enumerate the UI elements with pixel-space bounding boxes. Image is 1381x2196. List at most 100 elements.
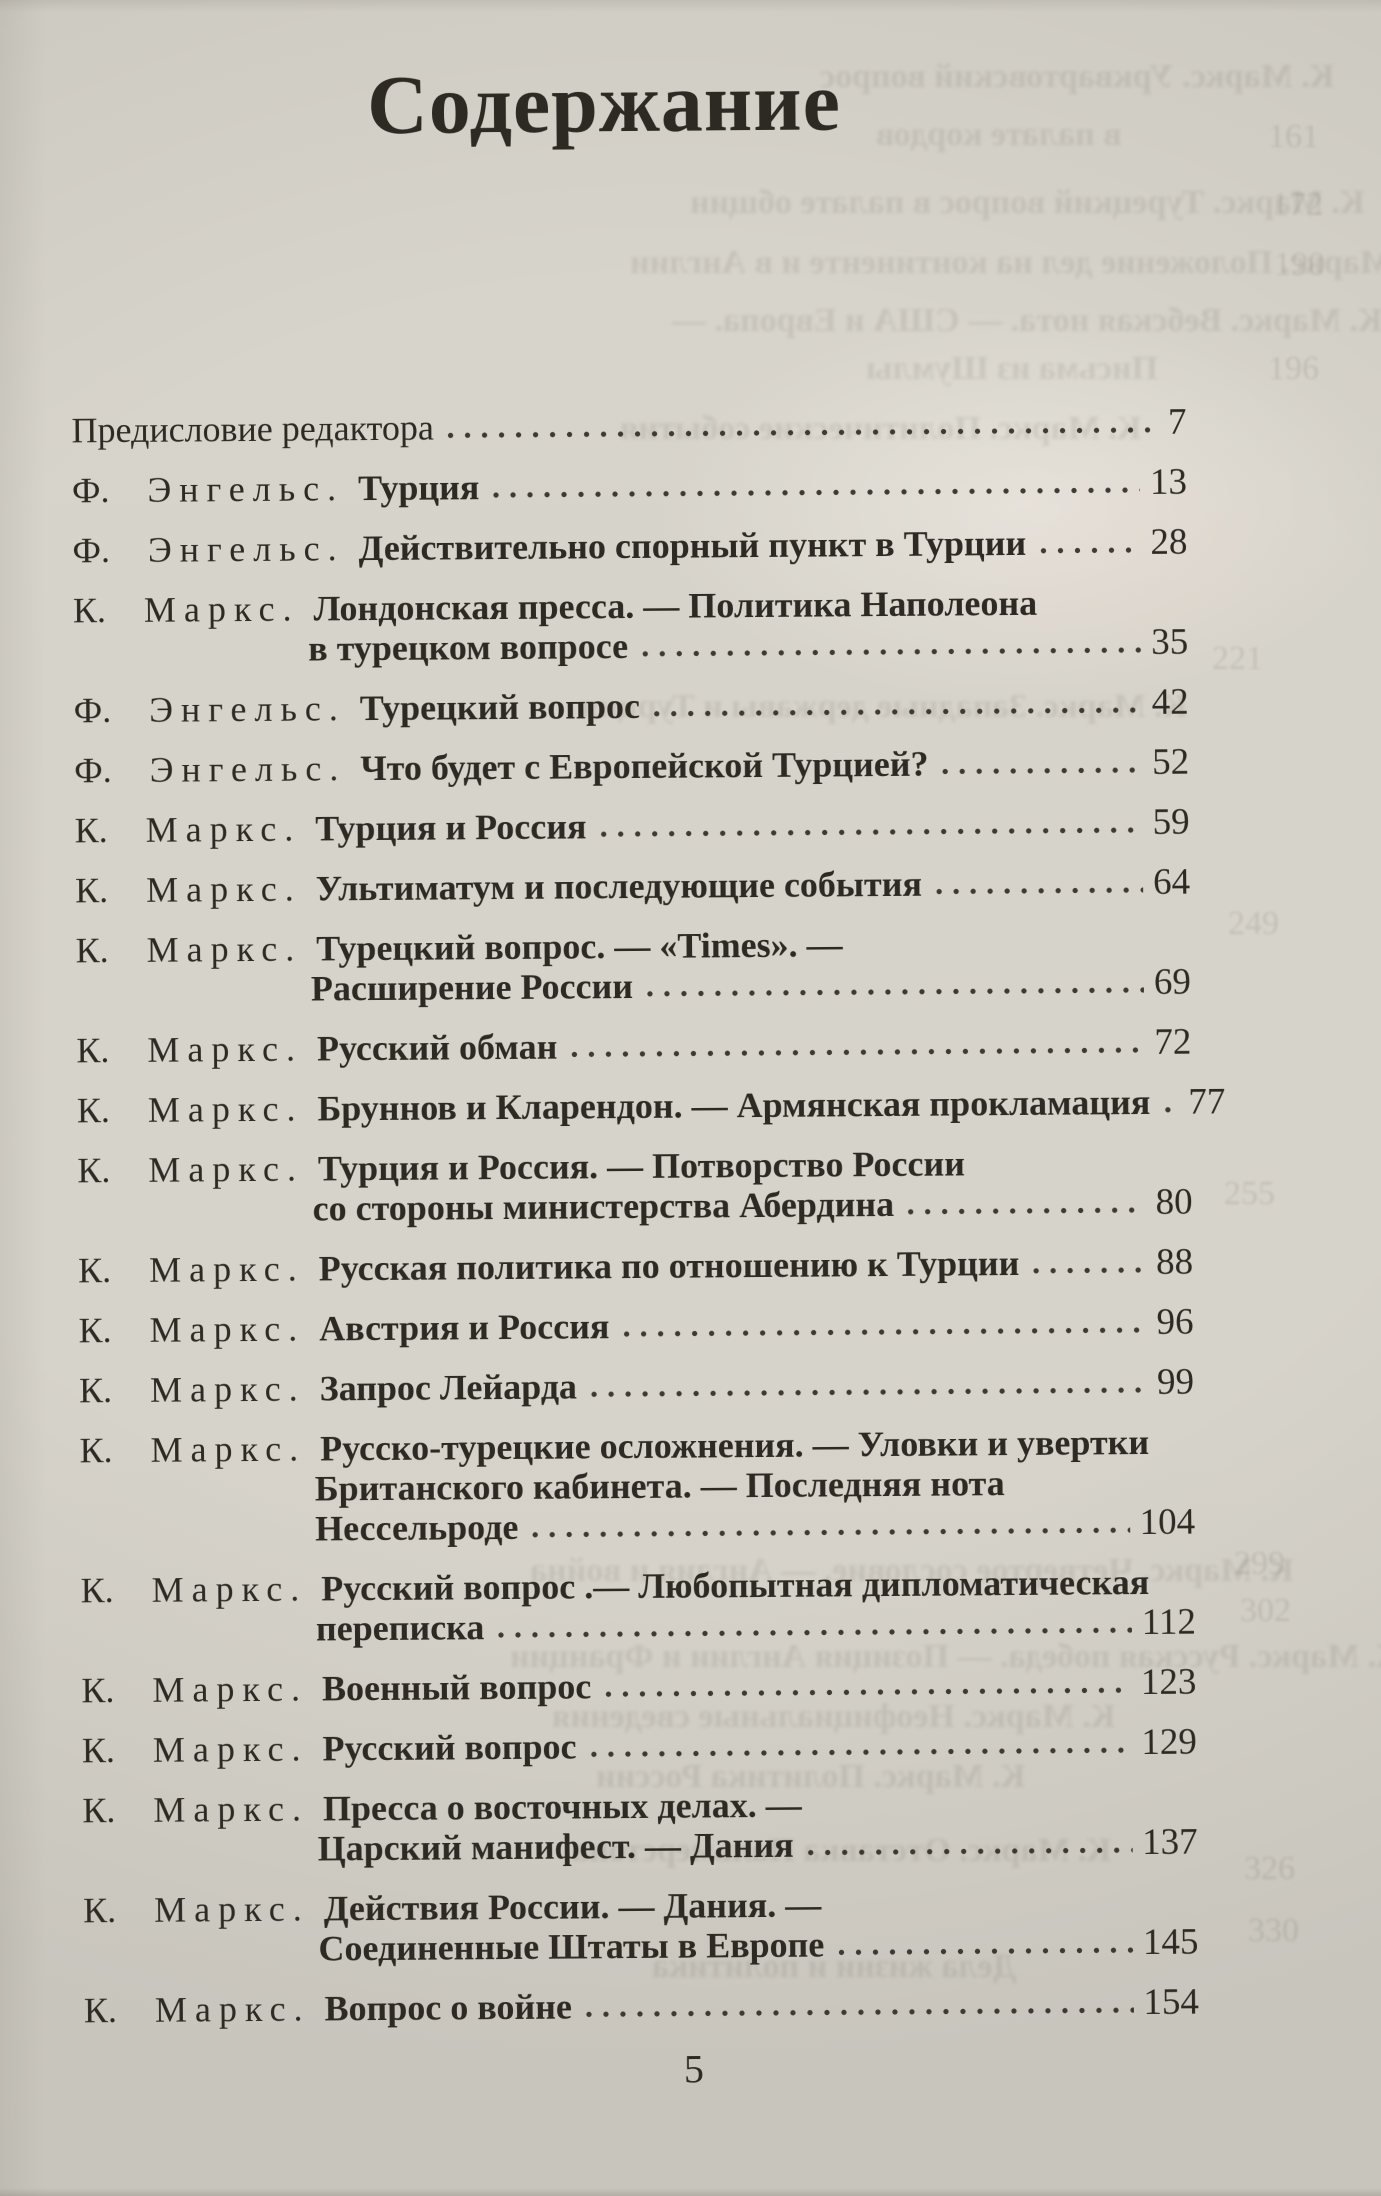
author-initial: К. (77, 1150, 111, 1191)
dot-leader (491, 485, 1141, 501)
toc-line: Предисловие редактора 7 (71, 402, 1186, 451)
author-initial: К. (77, 1250, 112, 1291)
entry-page-number: 112 (1141, 1601, 1197, 1644)
entry-title: Турция и Россия. — Потворство России (317, 1143, 966, 1189)
toc-line: К. Маркс. Русский вопрос 129 (82, 1722, 1197, 1771)
entry-page-number: 123 (1140, 1661, 1197, 1704)
entry-page-number: 104 (1139, 1501, 1196, 1544)
dot-leader (640, 645, 1142, 660)
entry-title: со стороны министерства Абердина (312, 1184, 895, 1229)
toc-line: Ф. Энгельс. Действительно спорный пункт в … (72, 522, 1187, 571)
entry-title: Предисловие редактора (71, 407, 434, 451)
toc-line: Ф. Энгельс. Турция 13 (72, 462, 1187, 511)
toc-line: К. Маркс. Вопрос о войне 154 (84, 1982, 1199, 2031)
entry-title: Русская политика по отношению к Турции (318, 1243, 1020, 1289)
entry-title: Ультиматум и последующие события (315, 864, 923, 909)
entry-page-number: 77 (1188, 1081, 1226, 1124)
author-initial: К. (78, 1370, 113, 1411)
entry-page-number: 28 (1150, 522, 1188, 564)
contents-page: Содержание Предисловие редактора 7 Ф. Энгел… (69, 54, 1226, 2098)
entry-title: Пресса о восточных делах. — (322, 1785, 802, 1829)
entry-title: Действия России. — Дания. — (323, 1884, 822, 1929)
toc-entry: К. Маркс. Русский вопрос .— Любопытная дип… (80, 1562, 1196, 1651)
page-number: 5 (683, 2046, 705, 2093)
author-surname: Маркс. (148, 1148, 305, 1191)
dot-leader (530, 1525, 1130, 1541)
entry-page-number: 72 (1154, 1022, 1192, 1064)
entry-title: Турецкий вопрос. — «Times». — (316, 924, 843, 969)
bleedthrough-number: 221 (1212, 640, 1263, 677)
author-surname: Энгельс. (149, 688, 346, 731)
author-surname: Маркс. (152, 1668, 309, 1711)
author-surname: Маркс. (146, 928, 303, 971)
toc-line: Ф. Энгельс. Что будет с Европейской Турцие… (74, 742, 1189, 791)
toc-entry: Ф. Энгельс. Действительно спорный пункт в … (72, 522, 1187, 571)
author-initial: К. (83, 1990, 118, 2031)
author-surname: Энгельс. (147, 528, 345, 571)
toc-line: К. Маркс. Бруннов и Кларендон. — Армянская… (77, 1082, 1226, 1131)
toc-entry: К. Маркс. Ультиматум и последующие события… (75, 862, 1190, 911)
author-surname: Маркс. (147, 1088, 304, 1131)
entry-page-number: 13 (1149, 462, 1188, 504)
entry-title: Действительно спорный пункт в Турции (358, 523, 1027, 569)
dot-leader (1038, 545, 1141, 557)
author-initial: К. (78, 1310, 112, 1351)
entry-page-number: 59 (1152, 802, 1190, 844)
dot-leader (651, 705, 1142, 720)
author-surname: Маркс. (145, 808, 302, 851)
toc-line: Ф. Энгельс. Турецкий вопрос 42 (74, 682, 1189, 731)
author-initial: К. (82, 1890, 117, 1931)
author-surname: Маркс. (153, 1888, 310, 1931)
author-initial: К. (76, 1030, 110, 1071)
entry-title: в турецком вопросе (308, 626, 629, 669)
entry-title: Австрия и Россия (318, 1306, 610, 1349)
author-surname: Маркс. (151, 1568, 308, 1611)
dot-leader (645, 985, 1144, 1000)
entry-title: Русский вопрос (322, 1726, 577, 1769)
dot-leader (621, 1325, 1147, 1340)
entry-page-number: 99 (1156, 1361, 1195, 1404)
entry-page-number: 129 (1141, 1721, 1198, 1764)
author-surname: Маркс. (152, 1728, 309, 1771)
entry-page-number: 52 (1151, 742, 1190, 784)
toc-entry: Ф. Энгельс. Турецкий вопрос 42 (74, 682, 1189, 731)
toc-line: К. Маркс. Русская политика по отношению к … (78, 1242, 1193, 1291)
author-initial: К. (72, 590, 107, 631)
entry-page-number: 42 (1151, 682, 1189, 724)
author-initial: К. (81, 1730, 116, 1771)
entry-title: Нессельроде (314, 1507, 519, 1549)
author-initial: К. (81, 1670, 115, 1711)
entry-page-number: 154 (1143, 1981, 1200, 2024)
author-surname: Энгельс. (149, 748, 347, 791)
toc-line: К. Маркс. Турция и Россия 59 (75, 802, 1190, 851)
toc-entry: К. Маркс. Русско-турецкие осложнения. — Ул… (79, 1422, 1195, 1551)
toc-line: К. Маркс. Ультиматум и последующие события… (75, 862, 1190, 911)
toc-line: К. Маркс. Запрос Лейарда 99 (79, 1362, 1194, 1411)
entry-page-number: 96 (1156, 1301, 1194, 1344)
author-initial: Ф. (74, 750, 112, 791)
bleedthrough-number: 326 (1244, 1850, 1295, 1887)
toc-line: К. Маркс. Русский обман 72 (76, 1022, 1191, 1071)
entry-title: Русский вопрос .— Любопытная дипломатиче… (321, 1562, 1150, 1609)
author-initial: Ф. (73, 690, 112, 731)
entry-title: Русско-турецкие осложнения. — Уловки и у… (319, 1422, 1150, 1469)
dot-leader (1162, 1105, 1179, 1116)
bleedthrough-number: 249 (1228, 905, 1279, 942)
entry-title: Расширение России (310, 966, 634, 1009)
dot-leader (588, 1745, 1132, 1760)
toc-entry: К. Маркс. Лондонская пресса. — Политика На… (73, 582, 1189, 671)
entry-page-number: 88 (1155, 1242, 1194, 1284)
entry-title: Соединенные Штаты в Европе (318, 1924, 825, 1969)
bleedthrough-number: 302 (1240, 1592, 1291, 1629)
bleedthrough-number: 190 (1274, 246, 1325, 283)
author-surname: Маркс. (143, 588, 300, 631)
toc-entry: К. Маркс. Русский обман 72 (76, 1022, 1191, 1071)
toc-entry: К. Маркс. Турция и Россия 59 (75, 802, 1190, 851)
entry-page-number: 80 (1155, 1182, 1193, 1224)
toc-line: К. Маркс. Военный вопрос 123 (81, 1662, 1196, 1711)
toc-entry: Ф. Энгельс. Турция 13 (72, 462, 1187, 511)
entry-title: Военный вопрос (321, 1666, 592, 1709)
author-initial: Ф. (71, 470, 110, 511)
bleedthrough-number: 255 (1224, 1175, 1275, 1212)
